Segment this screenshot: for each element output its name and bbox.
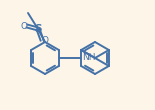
Text: S: S bbox=[34, 24, 42, 34]
Text: NH: NH bbox=[82, 53, 96, 62]
Text: O: O bbox=[20, 21, 27, 30]
Text: O: O bbox=[42, 36, 49, 45]
